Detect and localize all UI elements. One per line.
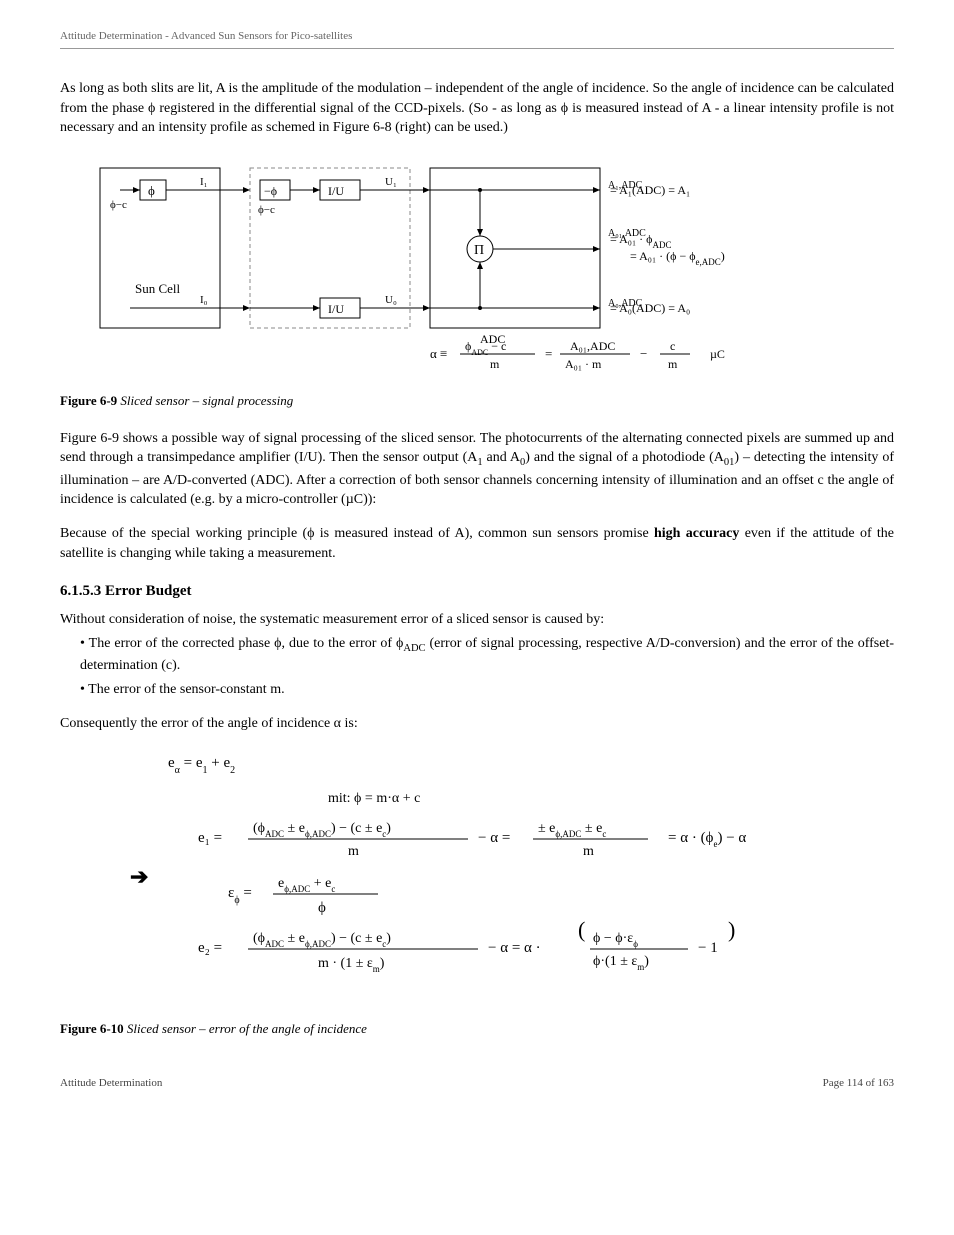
arrow-icon: ➔ xyxy=(130,864,148,890)
svg-text:ϕ−c: ϕ−c xyxy=(110,199,127,211)
svg-text:± eϕ,ADC ± ec: ± eϕ,ADC ± ec xyxy=(538,821,606,839)
svg-text:A₀,ADC: A₀,ADC xyxy=(608,298,643,309)
error-item-1: • The error of the corrected phase ϕ, du… xyxy=(80,634,894,676)
svg-text:m · (1 ± εm): m · (1 ± εm) xyxy=(318,956,385,974)
svg-text:(ϕADC ± eϕ,ADC) − (c ± ec): (ϕADC ± eϕ,ADC) − (c ± ec) xyxy=(253,931,391,949)
svg-text:εϕ =: εϕ = xyxy=(228,885,252,906)
svg-text:(: ( xyxy=(578,917,585,942)
header-rule xyxy=(60,48,894,49)
svg-text:I₁: I₁ xyxy=(200,176,208,188)
svg-text:=: = xyxy=(545,346,552,361)
svg-text:− 1: − 1 xyxy=(698,940,718,956)
svg-text:ϕ: ϕ xyxy=(318,900,326,916)
error-budget-intro: Without consideration of noise, the syst… xyxy=(60,610,894,630)
svg-text:I₀: I₀ xyxy=(200,294,208,306)
svg-text:ϕ·(1 ± εm): ϕ·(1 ± εm) xyxy=(593,954,649,972)
svg-text:A₀₁,ADC: A₀₁,ADC xyxy=(608,228,646,239)
suncell-label: Sun Cell xyxy=(135,281,181,296)
svg-text:ϕ − ϕ·εϕ: ϕ − ϕ·εϕ xyxy=(593,931,638,949)
equation-block-1: ➔ eα = e1 + e2 mit: ϕ = m·α + c e₁ = (ϕA… xyxy=(130,747,894,1007)
svg-text:mit: ϕ = m·α + c: mit: ϕ = m·α + c xyxy=(328,791,420,806)
page-root: Attitude Determination - Advanced Sun Se… xyxy=(0,0,954,1149)
error-item-2: • The error of the sensor-constant m. xyxy=(80,680,894,700)
svg-text:c: c xyxy=(670,339,675,353)
svg-text:eα = e1 + e2: eα = e1 + e2 xyxy=(168,755,235,776)
section-6-1-5-3: 6.1.5.3 Error Budget xyxy=(60,583,894,600)
svg-text:I/U: I/U xyxy=(328,302,344,316)
svg-text:eϕ,ADC + ec: eϕ,ADC + ec xyxy=(278,876,335,894)
svg-text:m: m xyxy=(490,357,500,371)
figure-6-9-diagram: Sun Cell ϕ ϕ−c I₁ I₀ −ϕ ϕ−c I/U xyxy=(60,158,894,383)
svg-text:α ≡: α ≡ xyxy=(430,346,447,361)
svg-text:A₀₁,ADC: A₀₁,ADC xyxy=(570,339,615,353)
svg-text:e₂ =: e₂ = xyxy=(198,940,222,956)
figure-6-9-caption: Figure 6-9 Sliced sensor – signal proces… xyxy=(60,393,894,409)
footer-right: Page 114 of 163 xyxy=(823,1077,894,1089)
running-header: Attitude Determination - Advanced Sun Se… xyxy=(60,30,894,42)
paragraph-after-fig: Because of the special working principle… xyxy=(60,524,894,563)
svg-text:ϕ−c: ϕ−c xyxy=(258,204,275,216)
svg-text:A₁,ADC: A₁,ADC xyxy=(608,180,643,191)
paragraph-2: Figure 6-9 shows a possible way of signa… xyxy=(60,429,894,510)
svg-text:− α =: − α = xyxy=(478,830,510,846)
svg-text:(ϕADC ± eϕ,ADC) − (c ± ec): (ϕADC ± eϕ,ADC) − (c ± ec) xyxy=(253,821,391,839)
svg-text:U₀: U₀ xyxy=(385,294,397,306)
svg-text:U₁: U₁ xyxy=(385,176,397,188)
figure-6-10-caption: Figure 6-10 Sliced sensor – error of the… xyxy=(60,1021,894,1037)
svg-text:−ϕ: −ϕ xyxy=(264,184,277,198)
page-footer: Attitude Determination Page 114 of 163 xyxy=(60,1077,894,1089)
svg-text:m: m xyxy=(668,357,678,371)
svg-text:ϕ: ϕ xyxy=(148,183,155,198)
math-intro: Consequently the error of the angle of i… xyxy=(60,714,894,734)
svg-text:m: m xyxy=(348,844,359,859)
svg-text:−: − xyxy=(640,346,647,361)
svg-text:− α = α ·: − α = α · xyxy=(488,940,541,956)
svg-text:Π: Π xyxy=(474,243,484,258)
svg-text:= α · (ϕe) − α: = α · (ϕe) − α xyxy=(668,830,746,849)
paragraph-1: As long as both slits are lit, A is the … xyxy=(60,79,894,138)
svg-text:m: m xyxy=(583,844,594,859)
svg-text:A₀₁ · m: A₀₁ · m xyxy=(565,357,602,371)
footer-left: Attitude Determination xyxy=(60,1077,162,1089)
svg-text:e₁ =: e₁ = xyxy=(198,830,222,846)
svg-text:µC: µC xyxy=(710,347,725,361)
svg-text:I/U: I/U xyxy=(328,184,344,198)
svg-text:= A₀₁ · (ϕ − ϕe,ADC): = A₀₁ · (ϕ − ϕe,ADC) xyxy=(630,249,725,267)
svg-text:): ) xyxy=(728,917,735,942)
